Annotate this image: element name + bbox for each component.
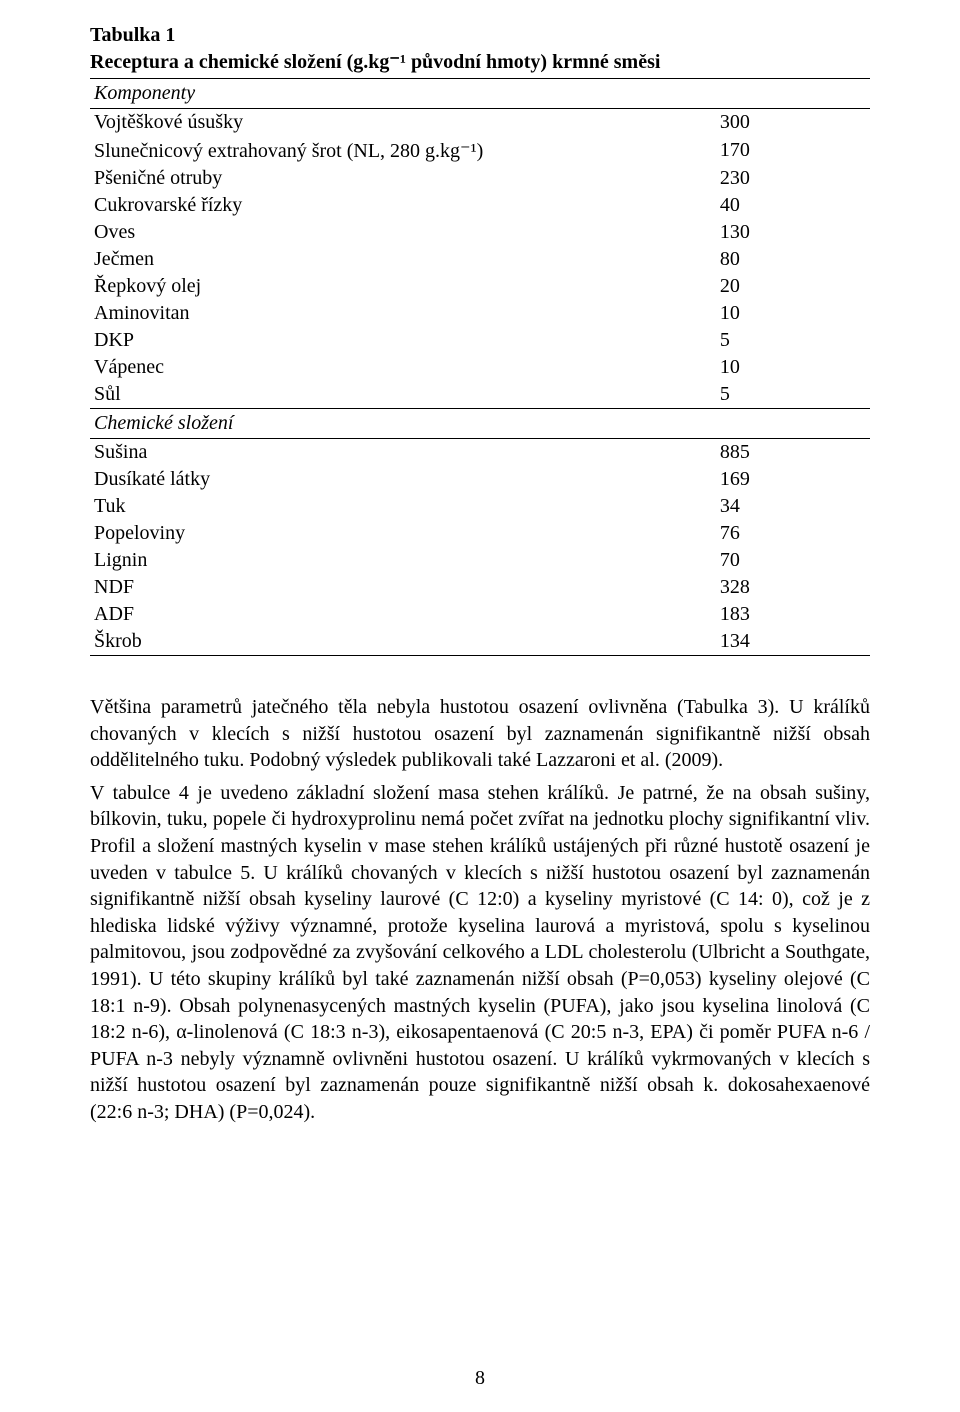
body-text: Většina parametrů jatečného těla nebyla …	[90, 694, 870, 1126]
ingredient-value: 20	[716, 273, 870, 300]
section-heading-label: Komponenty	[90, 79, 716, 109]
table-number: Tabulka 1	[90, 22, 870, 49]
component-value: 76	[716, 520, 870, 547]
page: Tabulka 1 Receptura a chemické složení (…	[0, 0, 960, 1412]
table-row: Cukrovarské řízky40	[90, 192, 870, 219]
ingredient-label: Oves	[90, 219, 716, 246]
table-row: Škrob134	[90, 628, 870, 656]
ingredient-value: 10	[716, 300, 870, 327]
section-heading-empty	[716, 409, 870, 439]
ingredient-value: 300	[716, 109, 870, 137]
ingredient-label: Vojtěškové úsušky	[90, 109, 716, 137]
table-row: Popeloviny76	[90, 520, 870, 547]
table-row: Vojtěškové úsušky300	[90, 109, 870, 137]
section-heading-komponenty: Komponenty	[90, 79, 870, 109]
table-row: Řepkový olej20	[90, 273, 870, 300]
table-row: Aminovitan10	[90, 300, 870, 327]
ingredient-label: Slunečnicový extrahovaný šrot (NL, 280 g…	[90, 136, 716, 165]
table-row: Sušina885	[90, 439, 870, 467]
component-label: Dusíkaté látky	[90, 466, 716, 493]
paragraph-1: Většina parametrů jatečného těla nebyla …	[90, 694, 870, 774]
ingredient-value: 80	[716, 246, 870, 273]
ingredient-value: 130	[716, 219, 870, 246]
component-label: NDF	[90, 574, 716, 601]
component-label: Popeloviny	[90, 520, 716, 547]
component-label: Tuk	[90, 493, 716, 520]
component-value: 885	[716, 439, 870, 467]
table-caption: Receptura a chemické složení (g.kg⁻¹ pův…	[90, 49, 870, 76]
page-number: 8	[0, 1367, 960, 1390]
component-label: Lignin	[90, 547, 716, 574]
section-heading-empty	[716, 79, 870, 109]
table-row: Ječmen80	[90, 246, 870, 273]
ingredient-value: 40	[716, 192, 870, 219]
component-label: Sušina	[90, 439, 716, 467]
ingredient-value: 170	[716, 136, 870, 165]
table-row: ADF183	[90, 601, 870, 628]
table-row: Tuk34	[90, 493, 870, 520]
section-heading-chemicke-slozeni: Chemické složení	[90, 409, 870, 439]
component-value: 169	[716, 466, 870, 493]
paragraph-2: V tabulce 4 je uvedeno základní složení …	[90, 780, 870, 1126]
ingredient-value: 5	[716, 327, 870, 354]
table-row: DKP5	[90, 327, 870, 354]
ingredient-label: Pšeničné otruby	[90, 165, 716, 192]
ingredient-label: Sůl	[90, 381, 716, 409]
ingredient-label: Cukrovarské řízky	[90, 192, 716, 219]
ingredient-label: Ječmen	[90, 246, 716, 273]
table-row: Oves130	[90, 219, 870, 246]
ingredient-label: DKP	[90, 327, 716, 354]
ingredient-label: Aminovitan	[90, 300, 716, 327]
table-row: Dusíkaté látky169	[90, 466, 870, 493]
table-row: NDF328	[90, 574, 870, 601]
section-heading-label: Chemické složení	[90, 409, 716, 439]
ingredient-value: 10	[716, 354, 870, 381]
component-value: 70	[716, 547, 870, 574]
component-label: ADF	[90, 601, 716, 628]
table-row: Vápenec10	[90, 354, 870, 381]
component-value: 328	[716, 574, 870, 601]
ingredient-label: Vápenec	[90, 354, 716, 381]
ingredient-value: 5	[716, 381, 870, 409]
component-value: 34	[716, 493, 870, 520]
component-value: 183	[716, 601, 870, 628]
ingredient-label: Řepkový olej	[90, 273, 716, 300]
table-row: Sůl5	[90, 381, 870, 409]
table-row: Lignin70	[90, 547, 870, 574]
composition-table: Komponenty Vojtěškové úsušky300 Slunečni…	[90, 78, 870, 656]
component-label: Škrob	[90, 628, 716, 656]
table-row: Pšeničné otruby230	[90, 165, 870, 192]
component-value: 134	[716, 628, 870, 656]
table-row: Slunečnicový extrahovaný šrot (NL, 280 g…	[90, 136, 870, 165]
ingredient-value: 230	[716, 165, 870, 192]
